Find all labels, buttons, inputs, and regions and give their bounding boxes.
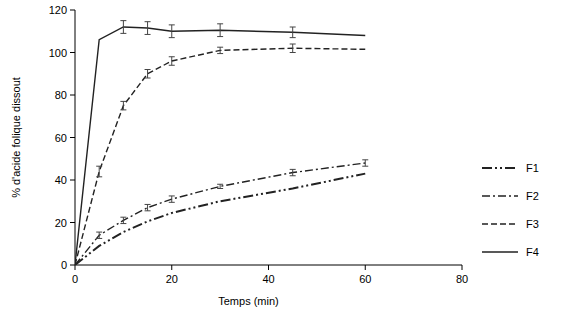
x-tick xyxy=(268,265,269,270)
error-bar xyxy=(145,204,151,210)
legend-swatch xyxy=(482,167,518,169)
legend-label: F4 xyxy=(526,246,539,258)
error-bar xyxy=(290,169,296,175)
error-bar xyxy=(120,101,126,110)
y-tick xyxy=(70,222,75,223)
series-line xyxy=(75,27,365,265)
y-tick-label: 120 xyxy=(49,4,67,16)
error-bar xyxy=(120,217,126,223)
x-tick xyxy=(365,265,366,270)
error-bar xyxy=(169,57,175,66)
error-bar xyxy=(217,47,223,53)
error-bar xyxy=(217,24,223,37)
error-bar xyxy=(169,196,175,202)
y-tick xyxy=(70,10,75,11)
legend-label: F1 xyxy=(526,162,539,174)
error-bar xyxy=(145,70,151,79)
error-bar xyxy=(169,25,175,38)
x-tick xyxy=(462,265,463,270)
x-tick-label: 40 xyxy=(262,273,274,285)
y-tick-label: 100 xyxy=(49,47,67,59)
error-bar xyxy=(120,21,126,34)
x-tick-label: 20 xyxy=(166,273,178,285)
error-bar xyxy=(145,22,151,35)
series-line xyxy=(75,174,365,265)
legend-swatch xyxy=(482,195,518,196)
y-tick-label: 40 xyxy=(55,174,67,186)
legend-label: F3 xyxy=(526,218,539,230)
x-tick-label: 0 xyxy=(72,273,78,285)
x-axis-title: Temps (min) xyxy=(218,295,279,307)
error-bar xyxy=(96,232,102,238)
y-tick xyxy=(70,95,75,96)
x-tick-label: 80 xyxy=(456,273,468,285)
error-bar xyxy=(290,27,296,38)
series-line xyxy=(75,163,365,265)
y-tick-label: 80 xyxy=(55,89,67,101)
error-bar xyxy=(290,44,296,53)
error-bar xyxy=(217,184,223,188)
y-tick xyxy=(70,52,75,53)
x-tick xyxy=(171,265,172,270)
chart: 0 20 40 60 80 100 120 0 20 40 60 80 Temps (min) % d'a… xyxy=(0,0,577,317)
y-tick-label: 0 xyxy=(61,259,67,271)
y-axis-title: % d'acide folique dissout xyxy=(10,77,22,198)
y-tick xyxy=(70,180,75,181)
series-line xyxy=(75,48,365,265)
y-tick xyxy=(70,137,75,138)
legend-label: F2 xyxy=(526,190,539,202)
error-bar xyxy=(96,166,102,177)
y-tick xyxy=(70,265,75,266)
legend-swatch xyxy=(482,223,518,224)
legend-swatch xyxy=(482,251,518,252)
y-tick-label: 20 xyxy=(55,217,67,229)
x-tick-label: 60 xyxy=(359,273,371,285)
plot-area xyxy=(75,21,368,265)
error-bar xyxy=(362,160,368,166)
y-tick-label: 60 xyxy=(55,132,67,144)
x-tick xyxy=(75,265,76,270)
